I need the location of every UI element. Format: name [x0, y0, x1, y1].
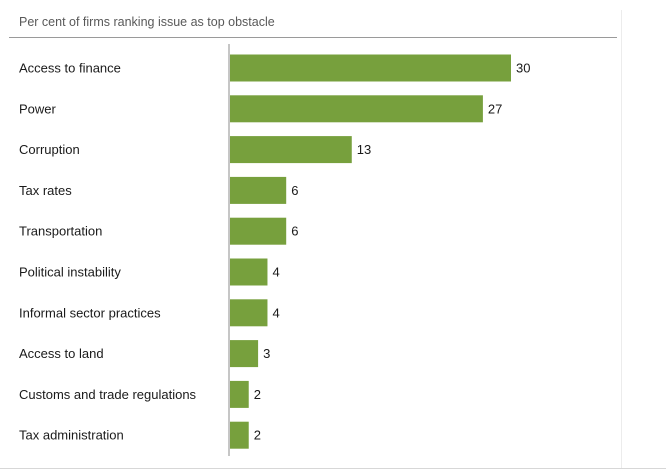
data-label: 27: [488, 101, 502, 116]
category-label: Informal sector practices: [19, 305, 161, 320]
bar: [230, 258, 268, 286]
data-label: 4: [272, 305, 279, 320]
category-label: Political instability: [19, 265, 121, 280]
bar: [230, 136, 352, 164]
data-label: 2: [254, 387, 261, 402]
category-label: Access to land: [19, 346, 104, 361]
data-label: 4: [272, 265, 279, 280]
category-label: Tax rates: [19, 183, 72, 198]
category-label: Access to finance: [19, 61, 121, 76]
category-label: Power: [19, 101, 57, 116]
bar: [230, 340, 259, 368]
data-label: 30: [516, 61, 530, 76]
bar: [230, 176, 287, 204]
chart-title: Per cent of firms ranking issue as top o…: [19, 15, 275, 29]
bottom-border: [0, 468, 666, 469]
bar: [230, 54, 511, 82]
bars-layer: Access to finance 30 Power 27 Corruption 13 Ta…: [19, 54, 530, 449]
bar: [230, 380, 249, 408]
category-label: Corruption: [19, 142, 80, 157]
category-label: Transportation: [19, 224, 102, 239]
right-border: [621, 10, 622, 468]
bar: [230, 421, 249, 449]
category-label: Customs and trade regulations: [19, 387, 197, 402]
data-label: 13: [357, 142, 371, 157]
bar: [230, 217, 287, 245]
category-label: Tax administration: [19, 428, 124, 443]
title-divider: [9, 37, 617, 38]
data-label: 6: [291, 224, 298, 239]
bar: [230, 95, 483, 123]
data-label: 3: [263, 346, 270, 361]
bar: [230, 299, 268, 327]
data-label: 6: [291, 183, 298, 198]
data-label: 2: [254, 428, 261, 443]
